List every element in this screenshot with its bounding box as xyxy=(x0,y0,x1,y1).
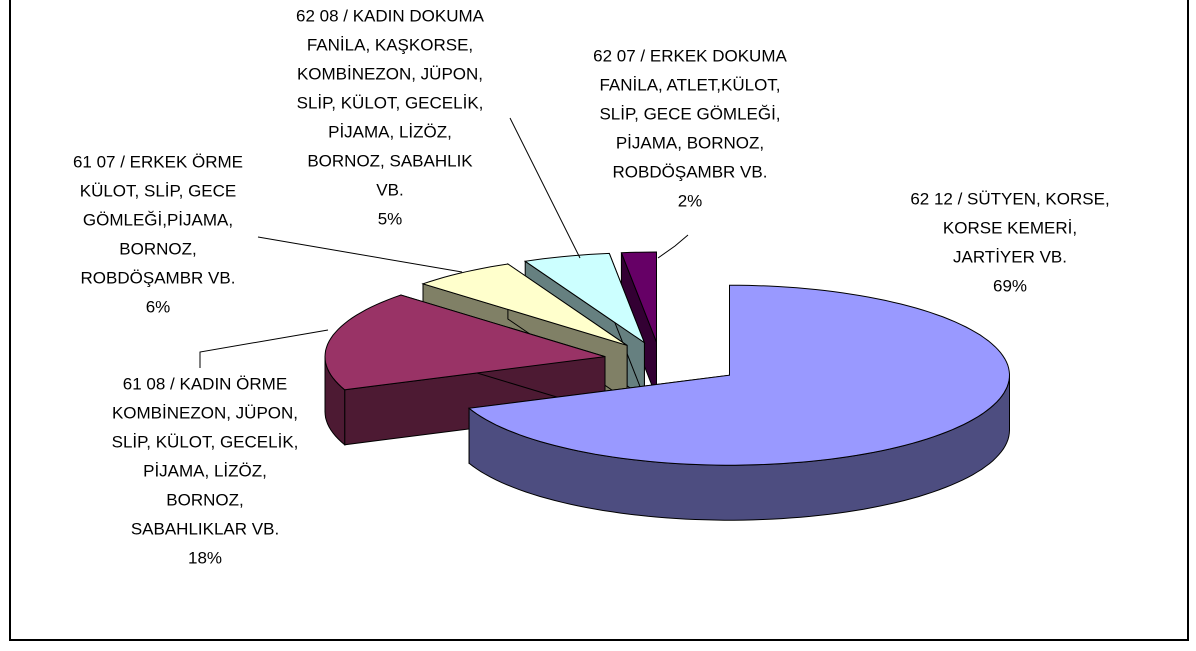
slice-label: SABAHLIKLAR VB. xyxy=(131,519,279,538)
slice-label: 61 08 / KADIN ÖRME xyxy=(123,374,287,393)
slice-top xyxy=(620,251,657,343)
slice-label: SLİP, GECE GÖMLEĞİ, xyxy=(599,104,780,123)
slice-label: KORSE KEMERİ, xyxy=(943,218,1077,237)
slice-label: 62 08 / KADIN DOKUMA xyxy=(296,6,485,25)
leader-line xyxy=(657,234,689,259)
slice-label: SLİP, KÜLOT, GECELİK, xyxy=(112,432,299,451)
slice-label: PİJAMA, LİZÖZ, xyxy=(143,461,267,480)
value-label: 6% xyxy=(146,297,171,316)
pie xyxy=(324,251,1011,521)
slice-label: KOMBİNEZON, JÜPON, xyxy=(112,403,298,422)
slice-label: ROBDÖŞAMBR VB. xyxy=(613,162,768,181)
slice-label: SLİP, KÜLOT, GECELİK, xyxy=(297,93,484,112)
slice-label: GÖMLEĞİ,PİJAMA, xyxy=(83,210,233,229)
slice xyxy=(467,284,1011,521)
slice-label: 61 07 / ERKEK ÖRME xyxy=(73,152,243,171)
slice-label: PİJAMA, BORNOZ, xyxy=(616,133,764,152)
leader-line xyxy=(509,117,581,259)
value-label: 2% xyxy=(678,191,703,210)
value-label: 69% xyxy=(993,276,1027,295)
chart-border xyxy=(9,0,1189,641)
slice-label: KOMBİNEZON, JÜPON, xyxy=(297,64,483,83)
slice-label: PİJAMA, LİZÖZ, xyxy=(328,122,452,141)
slice-label: 62 07 / ERKEK DOKUMA xyxy=(593,46,787,65)
slice-top xyxy=(467,284,1011,466)
leader-line xyxy=(257,236,463,273)
slice-top xyxy=(324,294,606,391)
slice-label: 62 12 / SÜTYEN, KORSE, xyxy=(910,189,1109,208)
slice-label: BORNOZ, SABAHLIK xyxy=(307,151,473,170)
slice-label: BORNOZ, xyxy=(166,490,243,509)
slice-label: ROBDÖŞAMBR VB. xyxy=(81,268,236,287)
leader-line xyxy=(199,329,329,368)
slice-label: VB. xyxy=(376,180,403,199)
slice-label: JARTİYER VB. xyxy=(953,247,1067,266)
value-label: 18% xyxy=(188,548,222,567)
leader-lines xyxy=(199,117,689,368)
slice-label: FANİLA, ATLET,KÜLOT, xyxy=(599,75,780,94)
slice-top xyxy=(421,263,628,346)
slice xyxy=(324,294,606,446)
slice-label: FANİLA, KAŞKORSE, xyxy=(307,35,473,54)
slice-label: KÜLOT, SLİP, GECE xyxy=(80,181,237,200)
labels: 62 12 / SÜTYEN, KORSE, KORSE KEMERİ, JARTİ… xyxy=(73,6,1110,567)
slice-label: BORNOZ, xyxy=(119,239,196,258)
slice-top xyxy=(523,252,646,345)
value-label: 5% xyxy=(378,209,403,228)
